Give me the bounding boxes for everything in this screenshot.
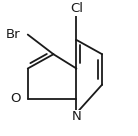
Text: N: N bbox=[72, 110, 81, 123]
Text: O: O bbox=[10, 92, 20, 105]
Text: Br: Br bbox=[6, 28, 20, 41]
Text: Cl: Cl bbox=[70, 2, 83, 16]
